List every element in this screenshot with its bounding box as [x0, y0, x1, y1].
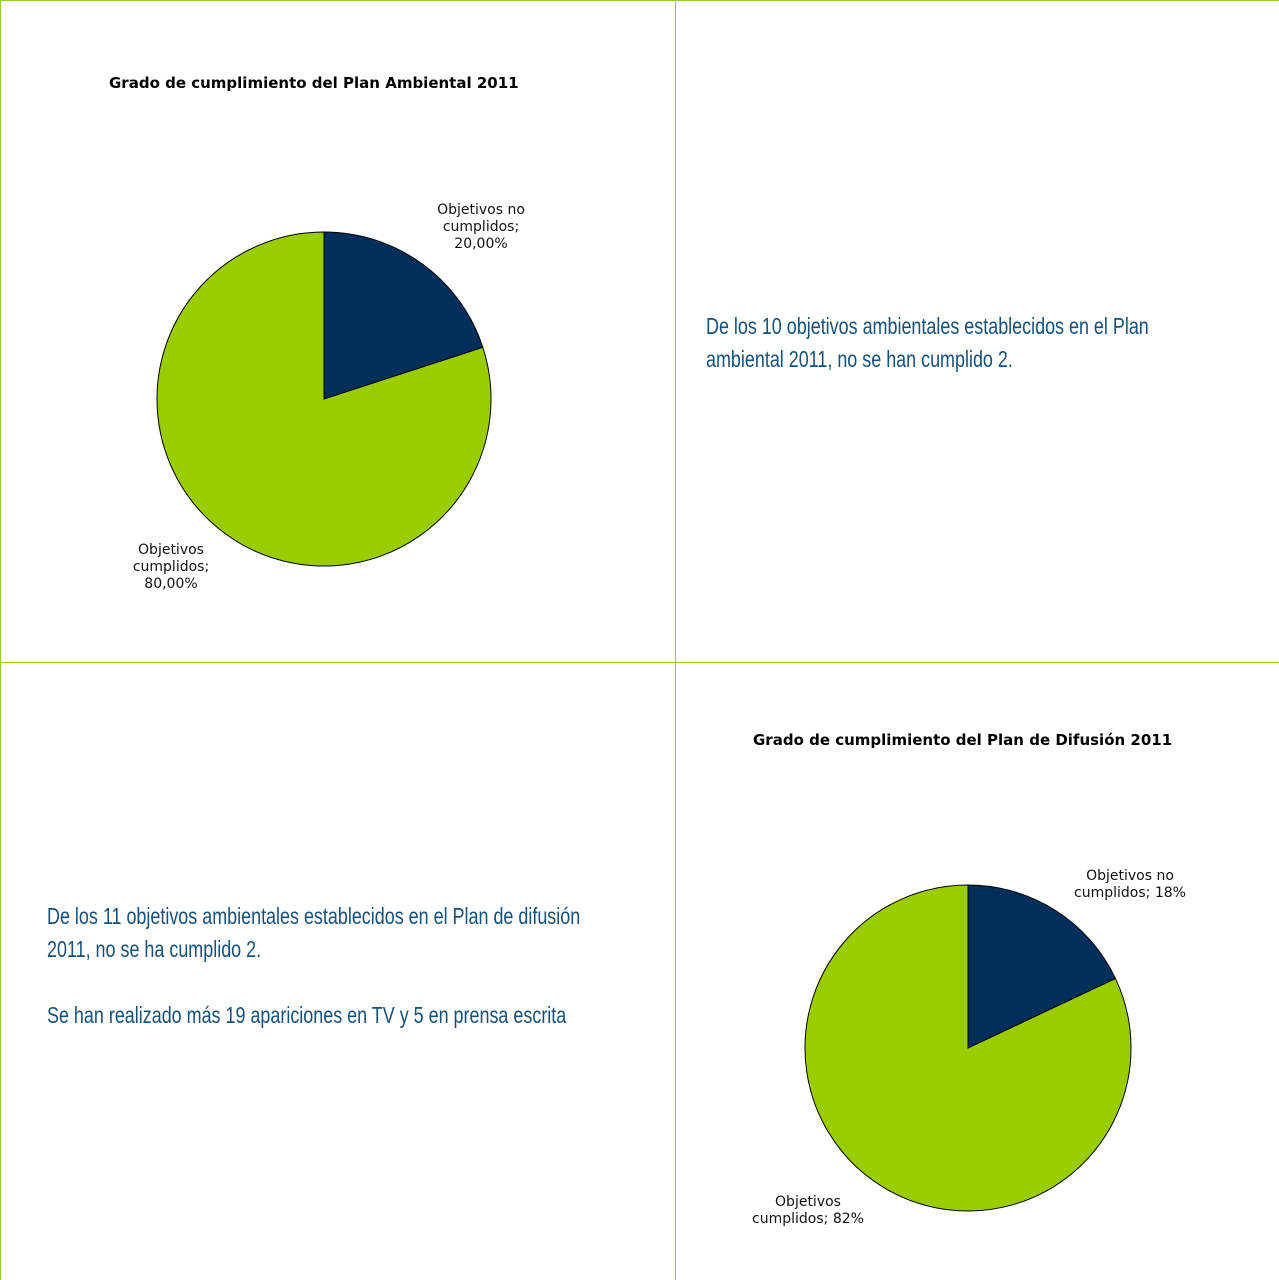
- difusion-text-line3: Se han realizado más 19 apariciones en T…: [47, 1002, 567, 1028]
- ambiental-text-line2: ambiental 2011, no se han cumplido 2.: [706, 346, 1013, 372]
- ambiental-description: De los 10 objetivos ambientales establec…: [706, 310, 1149, 376]
- slice-label-no-cumplidos-difusion: Objetivos no cumplidos; 18%: [1050, 868, 1210, 902]
- difusion-text-line1: De los 11 objetivos ambientales establec…: [47, 903, 581, 929]
- cell-difusion-text: De los 11 objetivos ambientales establec…: [0, 662, 676, 1280]
- pie-ambiental-slice-1: [156, 231, 492, 567]
- slice-label-no-cumplidos-ambiental: Objetivos no cumplidos; 20,00%: [437, 202, 525, 252]
- difusion-description: De los 11 objetivos ambientales establec…: [47, 900, 580, 1032]
- pie-difusion-slice-1: [804, 884, 1132, 1212]
- chart-title-difusion: Grado de cumplimiento del Plan de Difusi…: [753, 731, 1173, 749]
- pie-difusion-slice-0: [967, 884, 1117, 1049]
- ambiental-text-line1: De los 10 objetivos ambientales establec…: [706, 313, 1149, 339]
- slice-text-no-cumplidos-difusion: Objetivos no cumplidos; 18%: [1074, 868, 1186, 901]
- chart-title-ambiental: Grado de cumplimiento del Plan Ambiental…: [109, 74, 519, 92]
- slice-value-no-cumplidos-ambiental: 20,00%: [454, 236, 508, 252]
- pie-chart-ambiental: [156, 231, 492, 567]
- slice-value-cumplidos-ambiental: 80,00%: [144, 576, 198, 592]
- slice-label-cumplidos-ambiental: Objetivos cumplidos; 80,00%: [132, 542, 210, 592]
- slice-label-cumplidos-difusion: Objetivos cumplidos; 82%: [733, 1194, 883, 1228]
- cell-ambiental-chart: Grado de cumplimiento del Plan Ambiental…: [0, 0, 676, 663]
- pie-chart-difusion: [804, 884, 1132, 1212]
- cell-difusion-chart: Grado de cumplimiento del Plan de Difusi…: [675, 662, 1279, 1280]
- difusion-text-line2: 2011, no se ha cumplido 2.: [47, 936, 262, 962]
- slice-text-cumplidos-difusion: Objetivos cumplidos; 82%: [752, 1194, 864, 1227]
- pie-ambiental-slice-0: [323, 231, 484, 400]
- cell-ambiental-text: De los 10 objetivos ambientales establec…: [675, 0, 1279, 663]
